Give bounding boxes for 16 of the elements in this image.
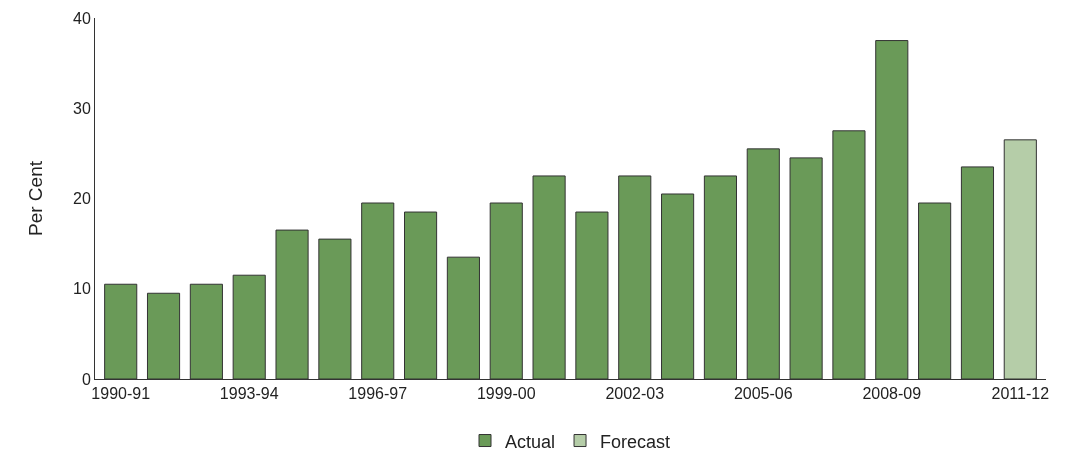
x-tick-label: 1993-94 (219, 385, 279, 403)
y-tick-label: 10 (73, 280, 91, 298)
x-tick-label: 1999-00 (476, 385, 536, 403)
x-tick-label: 2005-06 (733, 385, 793, 403)
y-tick-label: 30 (73, 99, 91, 117)
x-tick-label: 2002-03 (605, 385, 665, 403)
x-tick-label: 1990-91 (91, 385, 151, 403)
legend-label: Forecast (600, 431, 671, 452)
x-tick-label: 2008-09 (862, 385, 922, 403)
y-tick-label: 0 (81, 370, 91, 388)
y-tick-label: 40 (73, 9, 91, 27)
x-tick-label: 2011-12 (991, 385, 1050, 403)
y-tick-label: 20 (73, 190, 91, 208)
legend-label: Actual (505, 431, 556, 452)
y-axis-title: Per Cent (24, 160, 46, 236)
x-tick-label: 1996-97 (348, 385, 408, 403)
